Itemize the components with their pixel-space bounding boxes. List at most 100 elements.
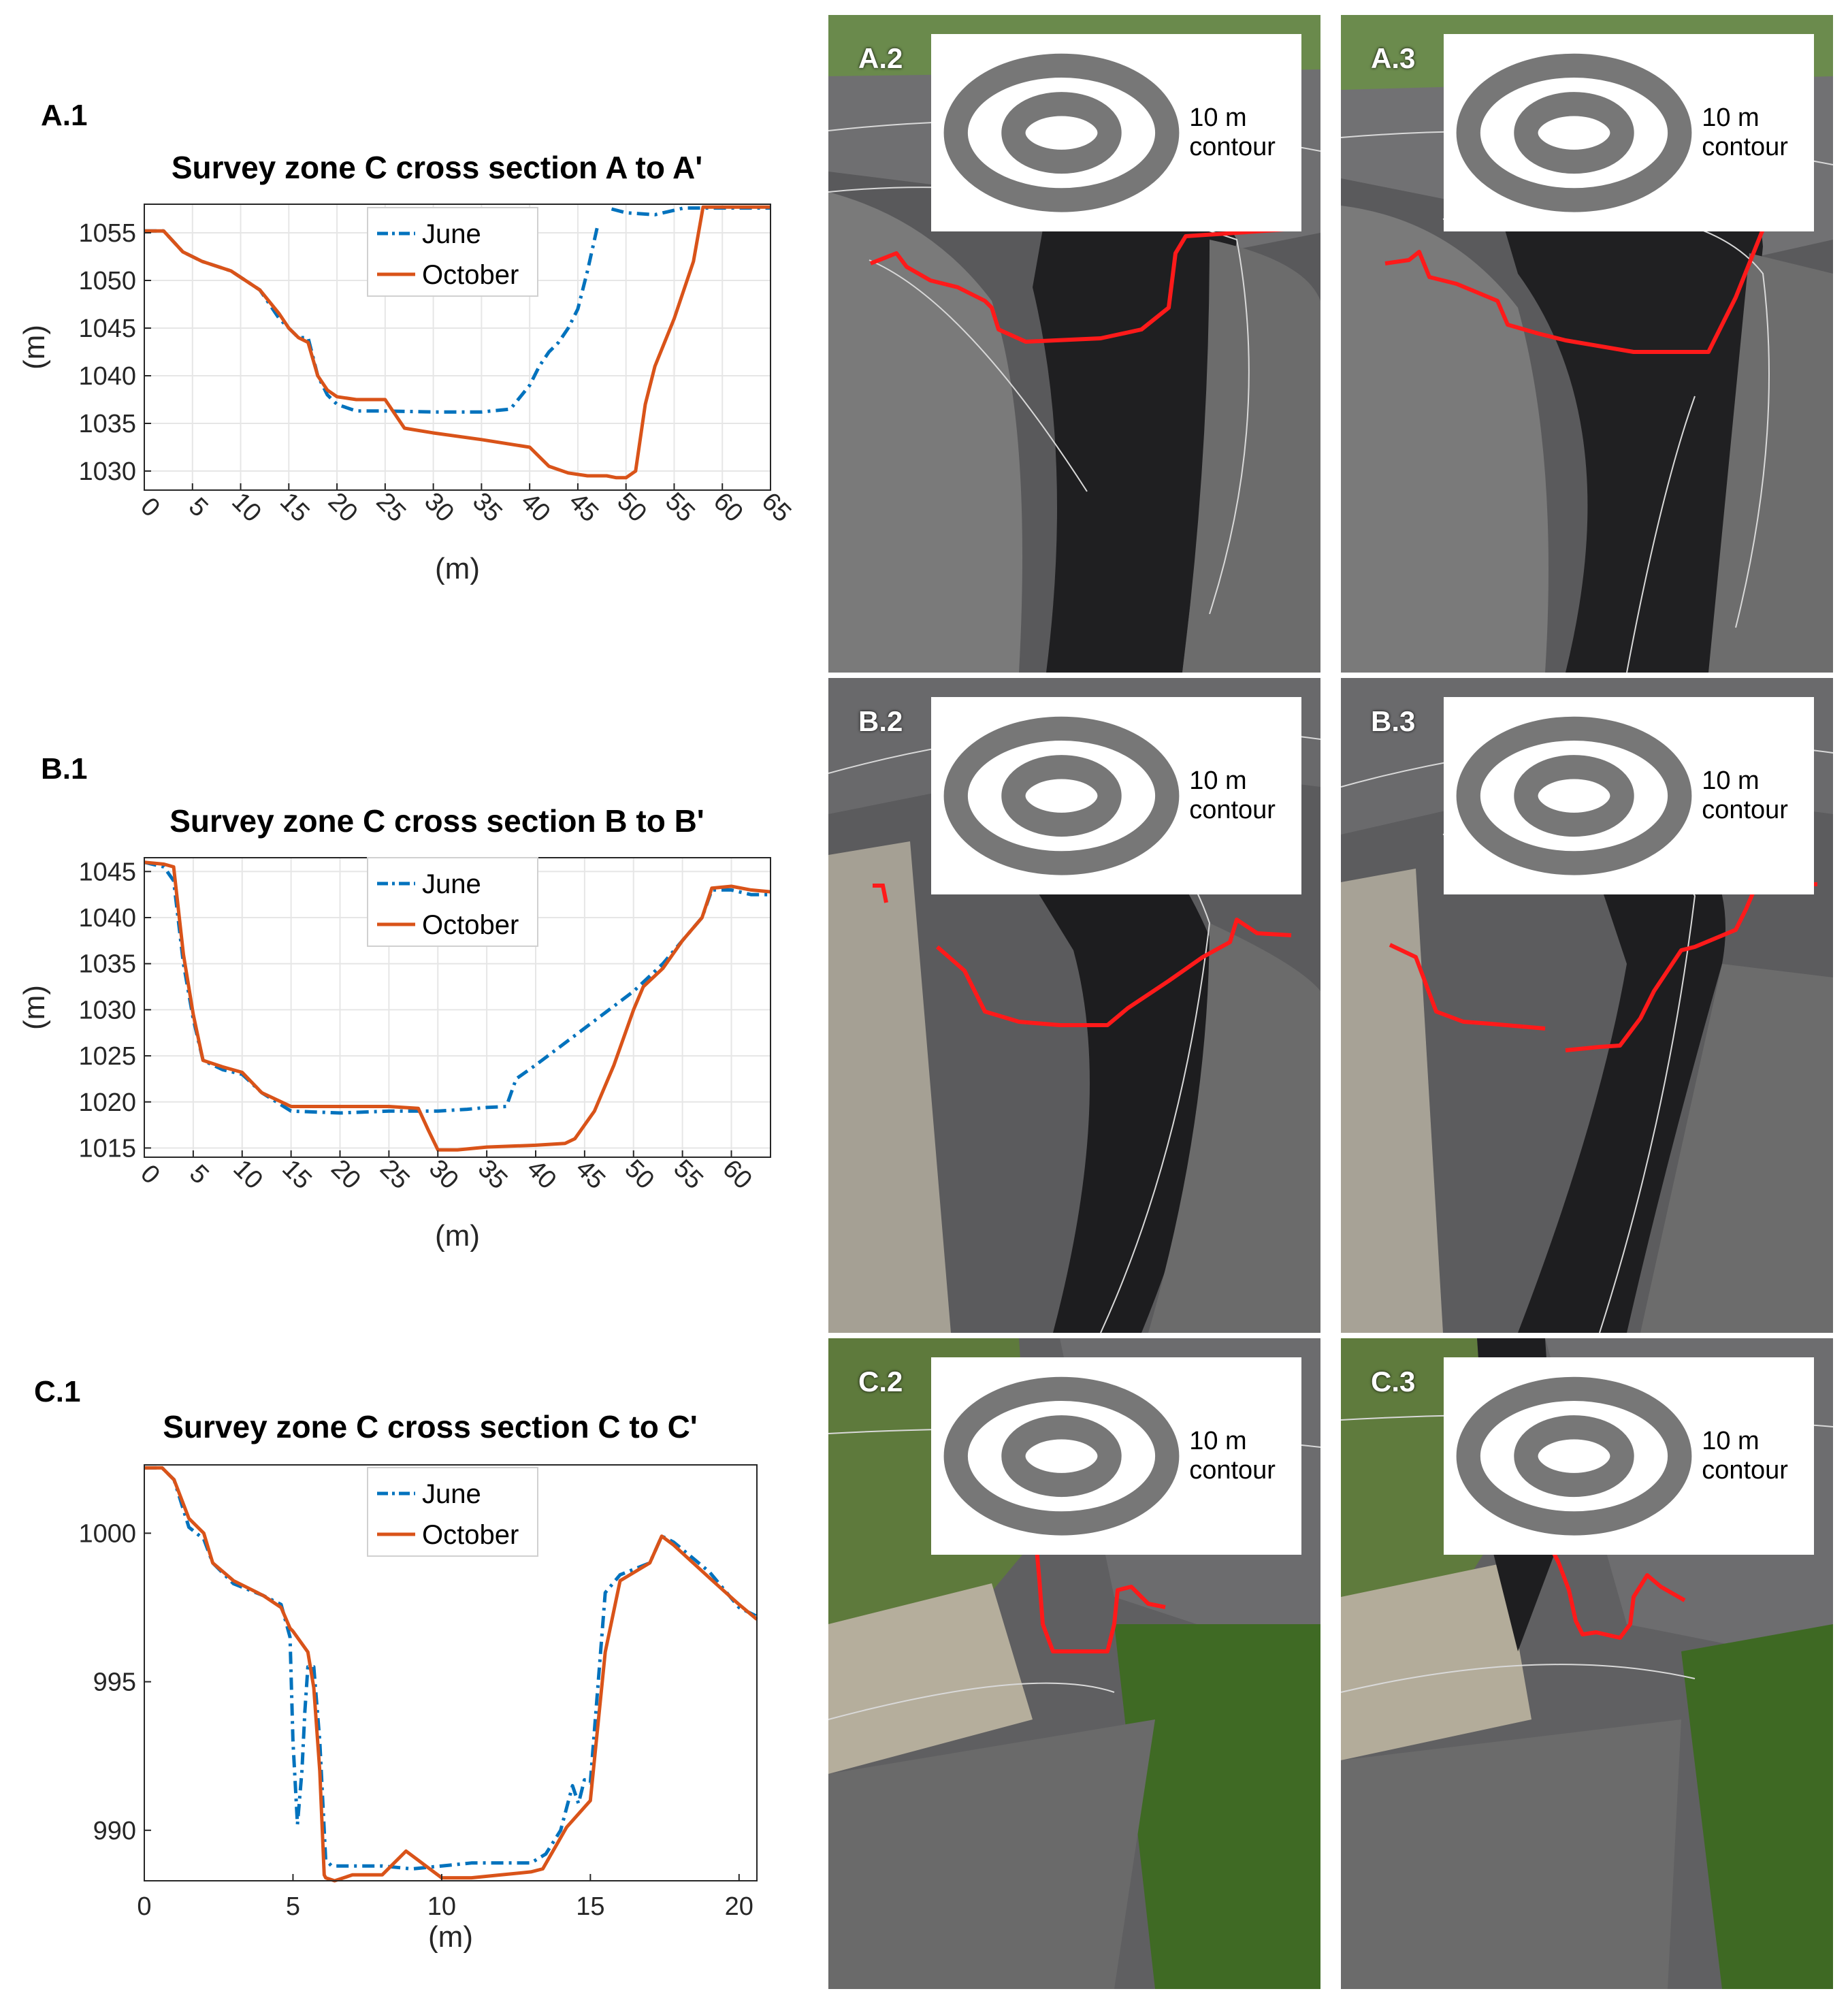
chart-c: 0 5 10 15 20 990 995 1000 Survey zone C cross se… xyxy=(14,1409,783,1974)
photo-a2-label: A.2 xyxy=(858,42,903,74)
photo-c3-label: C.3 xyxy=(1371,1365,1416,1397)
x-tick-label: 20 xyxy=(325,1154,366,1195)
contour-badge: 10 m contour xyxy=(1444,34,1814,232)
x-tick-label: 30 xyxy=(423,1154,464,1195)
panel-label-b1: B.1 xyxy=(41,752,88,786)
legend-label-october: October xyxy=(422,1520,519,1550)
y-tick-label: 1045 xyxy=(78,858,136,886)
legend-label-october: October xyxy=(422,910,519,940)
chart-title: Survey zone C cross section A to A' xyxy=(172,150,702,185)
contour-badge: 10 m contour xyxy=(931,34,1301,232)
contour-badge: 10 m contour xyxy=(931,1357,1301,1555)
legend-label-june: June xyxy=(422,1479,481,1509)
photo-a3-label: A.3 xyxy=(1371,42,1416,74)
contour-layer-icon xyxy=(1456,53,1692,212)
y-tick-label: 1040 xyxy=(78,904,136,933)
chart-title: Survey zone C cross section B to B' xyxy=(169,803,704,839)
y-tick-label: 1055 xyxy=(78,219,136,248)
chart-a-svg: 0 5 10 15 20 25 30 35 40 45 50 55 60 65 1030 1035 1040 10… xyxy=(18,150,796,585)
x-tick-label: 50 xyxy=(619,1154,660,1195)
x-tick-label: 60 xyxy=(708,487,749,528)
legend-label-june: June xyxy=(422,869,481,899)
y-tick-label: 1025 xyxy=(78,1042,136,1071)
series-line-october xyxy=(144,860,771,1152)
contour-layer-icon xyxy=(943,53,1180,212)
chart-b: 0 5 10 15 20 25 30 35 40 45 50 55 60 1015 1020 1025 1030… xyxy=(14,796,783,1273)
x-tick-label: 0 xyxy=(135,492,165,523)
x-tick-label: 5 xyxy=(184,1159,214,1190)
contour-layer-icon xyxy=(943,1376,1180,1536)
x-tick-label: 10 xyxy=(226,487,267,528)
contour-badge-label: 10 m contour xyxy=(1189,1427,1276,1485)
x-tick-label: 55 xyxy=(660,487,700,528)
x-tick-label: 10 xyxy=(227,1154,268,1195)
axes-box xyxy=(144,1464,758,1881)
y-tick-label: 1035 xyxy=(78,410,136,438)
contour-badge-label: 10 m contour xyxy=(1702,103,1788,162)
x-tick-label: 50 xyxy=(611,487,652,528)
photo-b3: B.3 10 m contour xyxy=(1341,678,1833,1333)
legend-box xyxy=(367,207,538,297)
x-tick-label: 15 xyxy=(276,1154,317,1195)
y-tick-label: 995 xyxy=(93,1668,136,1697)
contour-badge: 10 m contour xyxy=(1444,697,1814,895)
axes-box xyxy=(144,204,771,491)
y-tick-label: 1030 xyxy=(78,996,136,1024)
contour-layer-icon xyxy=(1456,716,1692,875)
x-tick-label: 40 xyxy=(515,487,556,528)
x-tick-label: 45 xyxy=(564,487,604,528)
series-line-october xyxy=(144,205,771,480)
y-axis-label: (m) xyxy=(18,985,51,1030)
photo-c3: C.3 10 m contour xyxy=(1341,1338,1833,1989)
y-tick-label: 1030 xyxy=(78,457,136,486)
contour-badge-label: 10 m contour xyxy=(1702,766,1788,825)
x-tick-label: 15 xyxy=(274,487,315,528)
photo-a2: A.2 10 m contour xyxy=(828,15,1320,673)
photo-a3: A.3 10 m contour xyxy=(1341,15,1833,673)
x-tick-label: 5 xyxy=(183,492,214,523)
photo-c2-label: C.2 xyxy=(858,1365,903,1397)
series-line-october xyxy=(144,1466,758,1883)
legend-label-june: June xyxy=(422,219,481,249)
panel-label-a1: A.1 xyxy=(41,99,88,132)
x-tick-label: 10 xyxy=(427,1892,456,1921)
x-tick-label: 5 xyxy=(286,1892,300,1921)
photo-b2-label: B.2 xyxy=(858,705,903,737)
contour-badge-label: 10 m contour xyxy=(1189,103,1276,162)
x-tick-label: 65 xyxy=(756,487,797,528)
y-axis-label: (m) xyxy=(18,325,51,370)
panel-label-c1: C.1 xyxy=(34,1375,81,1408)
contour-layer-icon xyxy=(943,716,1180,875)
x-tick-label: 25 xyxy=(374,1154,415,1195)
y-tick-label: 1000 xyxy=(78,1519,136,1548)
y-tick-label: 990 xyxy=(93,1817,136,1845)
x-tick-label: 20 xyxy=(725,1892,753,1921)
x-tick-label: 55 xyxy=(668,1154,709,1195)
y-tick-label: 1040 xyxy=(78,362,136,391)
chart-c-svg: 0 5 10 15 20 990 995 1000 Survey zone C cross se… xyxy=(78,1409,758,1954)
contour-badge: 10 m contour xyxy=(1444,1357,1814,1555)
y-tick-label: 1045 xyxy=(78,314,136,343)
contour-layer-icon xyxy=(1456,1376,1692,1536)
legend-box xyxy=(367,1467,538,1557)
contour-badge-label: 10 m contour xyxy=(1189,766,1276,825)
x-tick-label: 35 xyxy=(467,487,508,528)
x-tick-label: 45 xyxy=(570,1154,611,1195)
x-tick-label: 35 xyxy=(472,1154,513,1195)
contour-badge-label: 10 m contour xyxy=(1702,1427,1788,1485)
x-axis-label: (m) xyxy=(435,1219,480,1252)
x-axis-label: (m) xyxy=(428,1920,473,1954)
y-tick-label: 1020 xyxy=(78,1088,136,1117)
chart-title: Survey zone C cross section C to C' xyxy=(163,1409,697,1444)
y-tick-label: 1015 xyxy=(78,1134,136,1163)
legend-box xyxy=(367,857,538,947)
y-tick-label: 1050 xyxy=(78,267,136,295)
x-tick-label: 60 xyxy=(717,1154,758,1195)
contour-badge: 10 m contour xyxy=(931,697,1301,895)
chart-a: 0 5 10 15 20 25 30 35 40 45 50 55 60 65 1030 1035 1040 10… xyxy=(14,143,796,619)
y-tick-label: 1035 xyxy=(78,950,136,979)
x-tick-label: 30 xyxy=(419,487,459,528)
x-tick-label: 20 xyxy=(323,487,363,528)
photo-b2: B.2 10 m contour xyxy=(828,678,1320,1333)
x-tick-label: 0 xyxy=(135,1159,165,1190)
